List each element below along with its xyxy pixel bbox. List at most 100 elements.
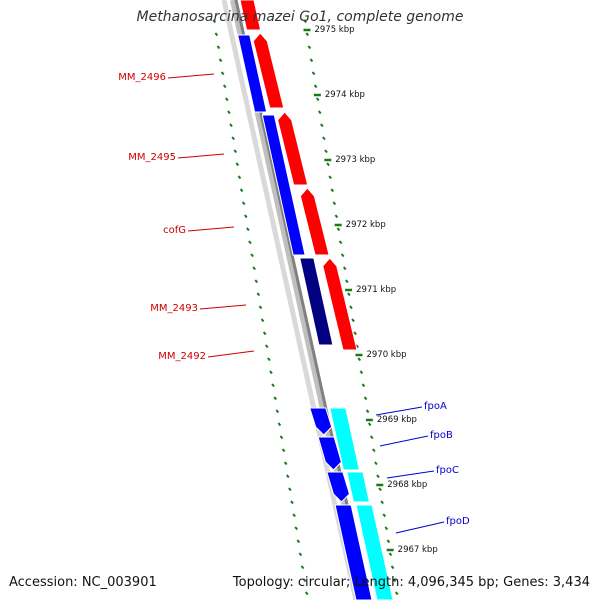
tick-mark [320, 123, 324, 128]
gene-label: MM_2492 [158, 351, 206, 362]
tick-mark [220, 71, 225, 76]
tick-mark [336, 227, 341, 232]
tick-mark [374, 461, 378, 466]
tick-mark [340, 253, 345, 258]
tick-mark [326, 162, 330, 167]
forward-cds [277, 111, 309, 186]
topology-text: Topology: circular; Length: 4,096,345 bp… [232, 575, 590, 590]
tick-mark [324, 149, 328, 154]
tick-mark [246, 227, 250, 232]
tick-mark [296, 539, 301, 544]
tick-mark [357, 357, 362, 362]
tick-mark [290, 500, 294, 505]
gene-label: fpoB [430, 430, 453, 441]
tick-mark [303, 19, 307, 24]
gene-leader-line [386, 470, 435, 479]
reverse-cds [317, 436, 342, 471]
scale-label: 2970 kbp [366, 350, 406, 360]
tick-mark [349, 305, 353, 310]
tick-mark [328, 175, 332, 180]
gene-labels: MM_2496 MM_2495 cofG MM_2493 MM_2492 fpoA fpoB… [118, 72, 470, 534]
tick-mark [347, 292, 351, 297]
tick-mark [386, 539, 391, 544]
tick-mark [227, 110, 231, 115]
tick-mark [394, 591, 399, 596]
tick-mark [309, 58, 314, 63]
tick-mark [294, 526, 298, 531]
gene-leader-line [207, 350, 255, 358]
tick-mark [262, 331, 267, 336]
tick-mark [355, 344, 359, 349]
scale-label: 2969 kbp [377, 415, 417, 425]
tick-mark [313, 84, 318, 89]
tick-mark [271, 383, 275, 388]
tick-mark [233, 149, 238, 154]
gene-label: fpoC [436, 465, 459, 476]
forward-cds [299, 187, 330, 256]
forward-cds-light [346, 471, 371, 503]
tick-mark [243, 214, 248, 219]
tick-mark [311, 71, 316, 76]
tick-mark [304, 591, 309, 596]
map-title: Methanosarcina mazei Go1, complete genom… [136, 9, 464, 25]
tick-mark [222, 84, 227, 89]
scale-labels: 2975 kbp 2974 kbp 2973 kbp 2972 kbp 2971 kbp… [314, 25, 437, 555]
tick-mark [235, 162, 240, 167]
tick-mark [252, 266, 256, 271]
tick-mark [315, 97, 320, 102]
gene-leader-line [199, 304, 247, 310]
scale-label: 2971 kbp [356, 285, 396, 295]
tick-mark [267, 357, 271, 362]
tick-mark [277, 422, 282, 427]
tick-mark [363, 396, 368, 401]
gene-label: fpoD [446, 516, 470, 527]
scale-ticks [212, 19, 399, 596]
scale-label: 2972 kbp [346, 220, 386, 230]
tick-mark [273, 396, 277, 401]
tick-mark [305, 32, 310, 37]
scale-label: 2973 kbp [335, 155, 375, 165]
tick-mark [288, 487, 292, 492]
tick-mark [351, 318, 355, 323]
forward-cds [239, 0, 262, 31]
tick-mark [338, 240, 343, 245]
gene-leader-line [375, 406, 423, 416]
tick-mark [283, 461, 288, 466]
tick-mark [361, 383, 366, 388]
accession-text: Accession: NC_003901 [9, 575, 157, 590]
tick-mark [256, 292, 261, 297]
tick-mark [225, 97, 229, 102]
gene-label: cofG [163, 225, 186, 236]
tick-mark [365, 409, 370, 414]
forward-cds [322, 257, 358, 351]
reverse-cds [261, 114, 306, 256]
forward-cds [252, 32, 285, 109]
reverse-cds-dark [299, 257, 334, 346]
tick-mark [229, 123, 233, 128]
tick-mark [264, 344, 269, 349]
scale-label: 2974 kbp [325, 90, 365, 100]
tick-mark [359, 370, 364, 375]
tick-mark [214, 32, 219, 37]
tick-mark [254, 279, 259, 284]
tick-mark [322, 136, 326, 141]
reverse-cds [326, 471, 351, 503]
feature-tracks [237, 0, 394, 601]
tick-mark [388, 552, 393, 557]
gene-leader-line [167, 73, 215, 79]
tick-mark [334, 214, 339, 219]
forward-cds-light [329, 407, 361, 471]
tick-mark [380, 500, 384, 505]
scale-label: 2968 kbp [387, 480, 427, 490]
tick-mark [286, 474, 290, 479]
tick-mark [248, 240, 252, 245]
tick-mark [382, 513, 387, 518]
tick-mark [231, 136, 235, 141]
tick-mark [218, 58, 223, 63]
tick-mark [353, 331, 357, 336]
gene-label: MM_2495 [128, 152, 176, 163]
tick-mark [330, 188, 335, 193]
tick-mark [269, 370, 273, 375]
tick-mark [300, 565, 305, 570]
